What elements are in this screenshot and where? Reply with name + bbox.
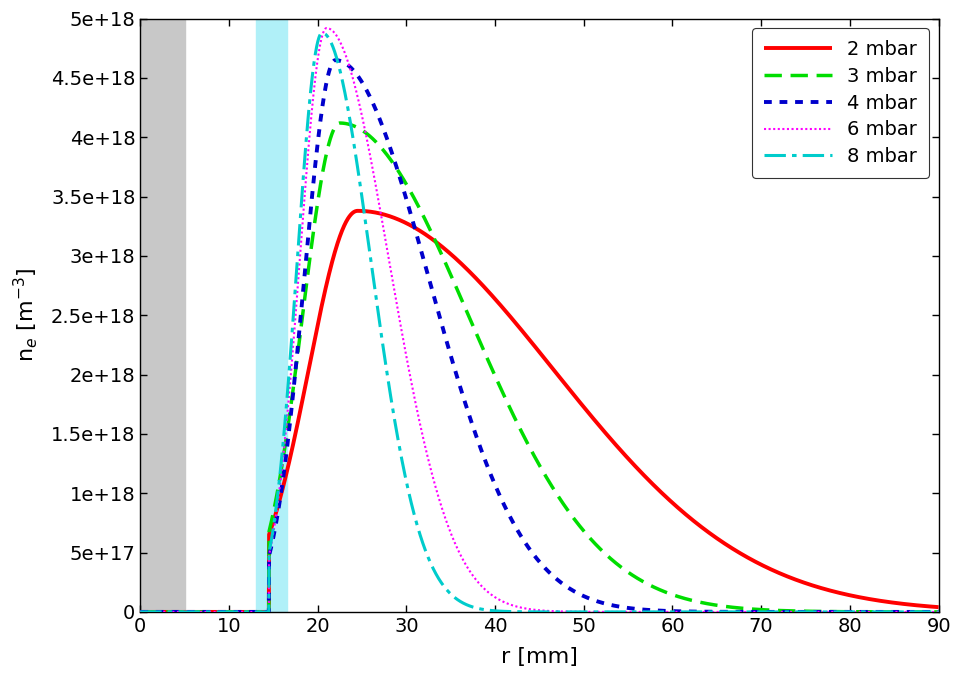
2 mbar <box>932 603 944 611</box>
4 mbar <box>225 608 236 616</box>
4 mbar <box>440 338 452 346</box>
2 mbar <box>352 207 363 215</box>
6 mbar <box>225 608 236 616</box>
2 mbar <box>273 500 284 508</box>
2 mbar <box>830 589 842 597</box>
6 mbar <box>830 608 842 616</box>
Line: 4 mbar: 4 mbar <box>140 60 938 612</box>
3 mbar <box>830 607 842 616</box>
8 mbar <box>932 608 944 616</box>
Line: 6 mbar: 6 mbar <box>140 28 938 612</box>
4 mbar <box>917 608 928 616</box>
Line: 8 mbar: 8 mbar <box>140 33 938 612</box>
2 mbar <box>440 246 452 254</box>
4 mbar <box>932 608 944 616</box>
Legend: 2 mbar, 3 mbar, 4 mbar, 6 mbar, 8 mbar: 2 mbar, 3 mbar, 4 mbar, 6 mbar, 8 mbar <box>752 28 928 178</box>
2 mbar <box>475 280 486 288</box>
3 mbar <box>932 608 944 616</box>
8 mbar <box>225 608 236 616</box>
8 mbar <box>440 586 452 594</box>
3 mbar <box>917 608 928 616</box>
Line: 2 mbar: 2 mbar <box>140 211 938 612</box>
6 mbar <box>273 492 284 500</box>
6 mbar <box>475 582 486 590</box>
4 mbar <box>330 56 341 64</box>
3 mbar <box>135 608 146 616</box>
6 mbar <box>440 518 452 526</box>
Y-axis label: n$_e$ [m$^{-3}$]: n$_e$ [m$^{-3}$] <box>12 268 39 363</box>
2 mbar <box>917 602 928 610</box>
3 mbar <box>225 608 236 616</box>
6 mbar <box>932 608 944 616</box>
3 mbar <box>475 341 486 349</box>
X-axis label: r [mm]: r [mm] <box>501 647 578 667</box>
8 mbar <box>475 605 486 613</box>
2 mbar <box>225 608 236 616</box>
3 mbar <box>333 119 345 127</box>
6 mbar <box>135 608 146 616</box>
4 mbar <box>273 504 284 512</box>
2 mbar <box>135 608 146 616</box>
4 mbar <box>830 608 842 616</box>
8 mbar <box>316 28 328 37</box>
8 mbar <box>917 608 928 616</box>
6 mbar <box>320 24 332 32</box>
Bar <box>140 18 185 612</box>
6 mbar <box>917 608 928 616</box>
8 mbar <box>830 608 842 616</box>
3 mbar <box>440 262 452 270</box>
Line: 3 mbar: 3 mbar <box>140 123 938 612</box>
4 mbar <box>135 608 146 616</box>
4 mbar <box>475 446 486 454</box>
8 mbar <box>273 482 284 490</box>
8 mbar <box>135 608 146 616</box>
3 mbar <box>273 481 284 489</box>
Bar <box>256 18 286 612</box>
